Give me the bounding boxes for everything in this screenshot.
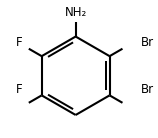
Text: F: F <box>16 83 22 96</box>
Text: Br: Br <box>141 36 154 49</box>
Text: NH₂: NH₂ <box>64 6 87 19</box>
Text: F: F <box>16 36 22 49</box>
Text: Br: Br <box>141 83 154 96</box>
